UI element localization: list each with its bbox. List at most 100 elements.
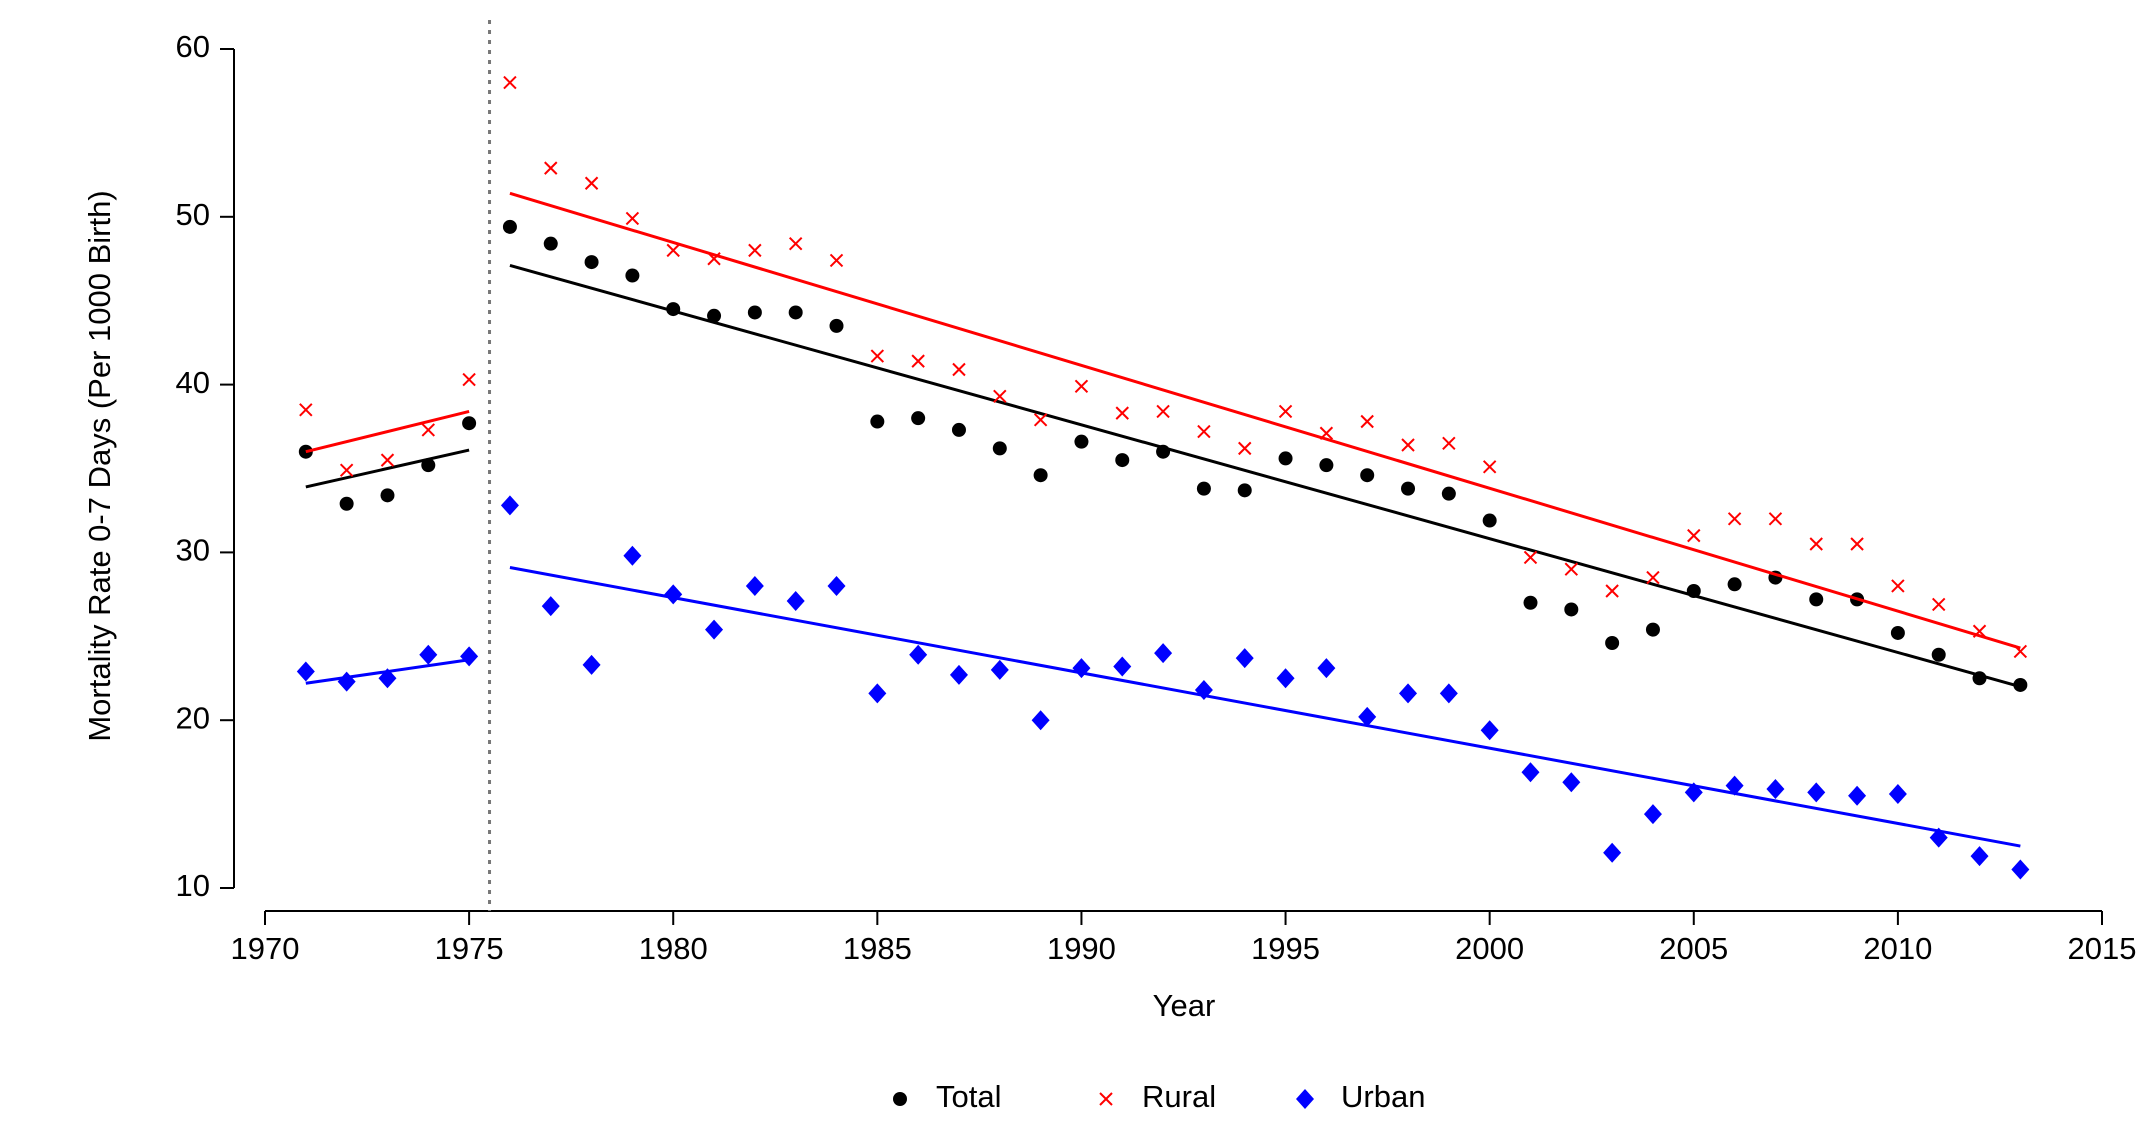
y-tick-label: 10 xyxy=(176,868,210,903)
point xyxy=(664,584,683,605)
point xyxy=(1154,643,1173,664)
point xyxy=(1605,636,1620,651)
point xyxy=(1442,436,1456,451)
point xyxy=(1482,460,1497,474)
trend-line xyxy=(305,448,470,489)
point xyxy=(1317,658,1336,679)
x-tick-label: 1985 xyxy=(843,931,912,966)
point xyxy=(584,255,599,270)
point xyxy=(1072,658,1091,679)
point xyxy=(1237,483,1252,498)
point xyxy=(1401,438,1415,452)
point xyxy=(625,211,640,226)
point xyxy=(1646,570,1660,585)
point xyxy=(1276,668,1295,689)
point xyxy=(296,661,315,682)
x-tick-label: 2000 xyxy=(1455,931,1524,966)
point xyxy=(1603,842,1622,863)
point xyxy=(829,253,844,268)
point xyxy=(623,545,642,566)
point xyxy=(1564,562,1579,576)
point xyxy=(1156,444,1171,459)
point xyxy=(1441,486,1456,501)
point xyxy=(378,668,397,689)
point xyxy=(1031,710,1050,731)
point xyxy=(1727,512,1742,526)
point xyxy=(1809,592,1824,607)
point xyxy=(1358,706,1377,727)
point xyxy=(992,441,1007,456)
point xyxy=(541,596,560,617)
point xyxy=(582,654,601,675)
point xyxy=(1972,624,1987,638)
point xyxy=(1686,583,1701,598)
point xyxy=(1196,481,1211,496)
point xyxy=(543,236,558,251)
point xyxy=(1074,434,1089,449)
point xyxy=(1562,772,1581,793)
point xyxy=(1807,782,1826,803)
point xyxy=(745,575,764,596)
point xyxy=(911,354,925,368)
trend-line xyxy=(509,566,2021,848)
point xyxy=(990,659,1009,680)
x-tick-label: 1975 xyxy=(435,931,504,966)
point xyxy=(462,372,476,387)
y-tick-label: 60 xyxy=(176,29,210,64)
point xyxy=(1888,784,1907,805)
point xyxy=(500,495,519,516)
point xyxy=(1766,778,1785,799)
legend-label: Rural xyxy=(1142,1079,1216,1114)
point xyxy=(1360,468,1375,483)
point xyxy=(1439,683,1458,704)
point xyxy=(1727,577,1742,592)
point xyxy=(625,268,640,283)
point xyxy=(1684,782,1703,803)
point xyxy=(1074,379,1089,393)
point xyxy=(1482,513,1497,528)
point xyxy=(419,644,438,665)
point xyxy=(1891,579,1905,593)
point xyxy=(1238,441,1252,456)
point xyxy=(1033,413,1048,427)
point xyxy=(870,349,885,363)
point xyxy=(1523,595,1538,610)
y-tick-label: 40 xyxy=(176,365,210,400)
trend-line xyxy=(509,191,2021,650)
point xyxy=(707,252,721,266)
point xyxy=(1401,481,1416,496)
point xyxy=(421,423,435,437)
point xyxy=(747,305,762,320)
point xyxy=(1850,537,1864,551)
point xyxy=(1643,804,1662,825)
point xyxy=(339,463,354,477)
point xyxy=(1605,584,1619,598)
y-tick-label: 20 xyxy=(176,700,210,735)
x-tick-label: 2010 xyxy=(1863,931,1932,966)
point xyxy=(1235,648,1254,669)
x-tick-label: 2015 xyxy=(2068,931,2137,966)
point xyxy=(1156,404,1170,419)
point xyxy=(339,496,354,511)
point xyxy=(1645,622,1660,637)
point xyxy=(544,161,558,175)
point xyxy=(952,362,966,377)
x-tick-label: 2005 xyxy=(1659,931,1728,966)
point xyxy=(462,416,477,431)
point xyxy=(1848,785,1867,806)
point xyxy=(299,403,313,417)
point xyxy=(788,305,803,320)
point xyxy=(829,318,844,333)
point xyxy=(1564,602,1579,617)
point xyxy=(1809,537,1823,551)
trend-line xyxy=(305,409,470,454)
point xyxy=(380,453,395,467)
point xyxy=(1929,827,1948,848)
point xyxy=(1319,426,1334,440)
legend-label: Urban xyxy=(1341,1079,1425,1114)
y-tick-label: 30 xyxy=(176,533,210,568)
x-tick-label: 1970 xyxy=(231,931,300,966)
x-tick-label: 1995 xyxy=(1251,931,1320,966)
point xyxy=(666,243,680,258)
point xyxy=(1197,424,1211,439)
